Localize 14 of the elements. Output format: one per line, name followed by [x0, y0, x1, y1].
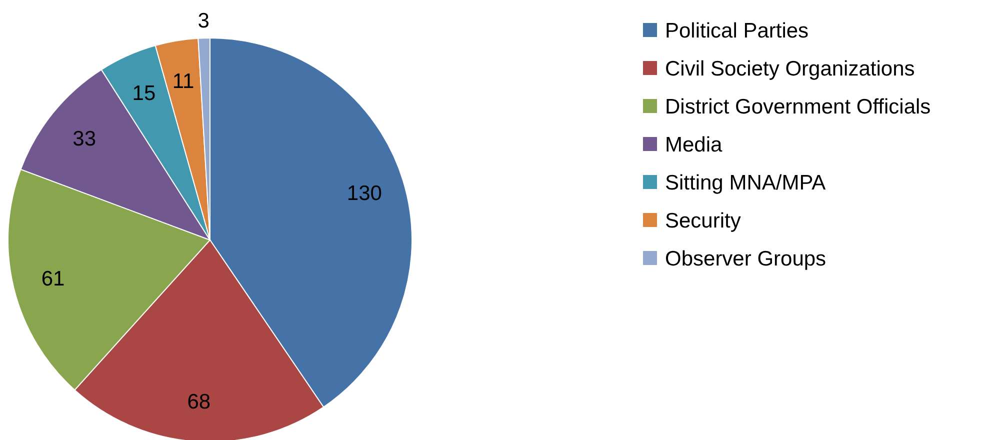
- data-label: 68: [187, 390, 211, 414]
- data-label: 3: [198, 9, 210, 32]
- legend-label: Sitting MNA/MPA: [665, 171, 826, 194]
- legend-label: Media: [665, 133, 723, 156]
- legend-label: Observer Groups: [665, 247, 826, 270]
- legend-label: Security: [665, 209, 742, 232]
- data-label: 61: [41, 268, 65, 291]
- data-label: 33: [72, 128, 96, 151]
- legend-label: Political Parties: [665, 19, 809, 42]
- legend-label: District Government Officials: [665, 95, 931, 118]
- data-label: 11: [172, 70, 194, 93]
- legend-label: Civil Society Organizations: [665, 57, 915, 80]
- data-label: 130: [346, 182, 382, 205]
- data-label: 15: [132, 82, 156, 105]
